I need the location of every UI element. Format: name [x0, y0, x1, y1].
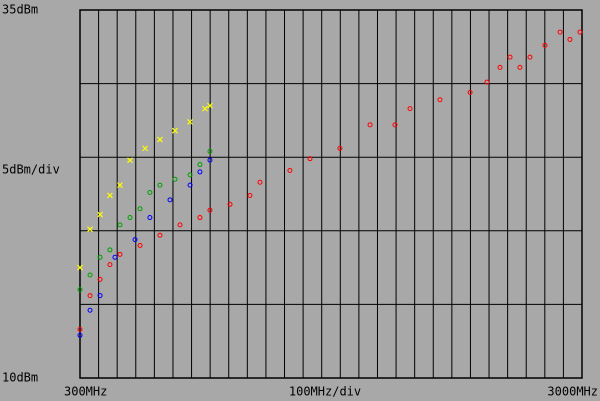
point	[97, 254, 103, 260]
point	[187, 172, 193, 178]
point	[77, 326, 83, 332]
point	[567, 36, 573, 42]
point	[112, 254, 118, 260]
point	[197, 215, 203, 221]
point	[77, 287, 83, 293]
point	[467, 89, 473, 95]
point	[197, 162, 203, 168]
point	[227, 201, 233, 207]
point	[207, 102, 213, 109]
point	[87, 272, 93, 278]
point	[157, 232, 163, 238]
point	[87, 226, 93, 233]
point	[157, 136, 163, 143]
point	[517, 64, 523, 70]
point	[177, 222, 183, 228]
point	[407, 106, 413, 112]
point	[117, 251, 123, 257]
x-tick-label: 300MHz	[64, 385, 107, 399]
point	[107, 192, 113, 199]
point	[87, 307, 93, 313]
y-tick-label: 10dBm	[2, 371, 38, 385]
plot-border	[79, 9, 583, 379]
point	[507, 54, 513, 60]
point	[77, 264, 83, 271]
point	[207, 207, 213, 213]
point	[187, 182, 193, 188]
point	[367, 122, 373, 128]
y-division-label: 5dBm/div	[2, 163, 60, 177]
point	[337, 145, 343, 151]
point	[137, 206, 143, 212]
point	[202, 105, 208, 112]
point	[207, 148, 213, 154]
point	[497, 64, 503, 70]
point	[172, 127, 178, 134]
y-tick-label: 35dBm	[2, 3, 38, 17]
point	[577, 29, 583, 35]
point	[257, 179, 263, 185]
point	[147, 215, 153, 221]
point	[97, 293, 103, 299]
point	[97, 276, 103, 282]
x-tick-label: 3000MHz	[547, 385, 598, 399]
point	[527, 54, 533, 60]
point	[97, 211, 104, 218]
point	[107, 262, 113, 268]
point	[247, 192, 253, 198]
point	[484, 79, 490, 85]
point	[127, 157, 133, 164]
point	[207, 157, 213, 163]
point	[437, 97, 443, 103]
point	[132, 237, 138, 243]
point	[557, 29, 563, 35]
point	[307, 156, 313, 162]
point	[137, 243, 143, 249]
point	[117, 182, 123, 189]
point	[157, 182, 163, 188]
point	[287, 167, 293, 173]
point	[392, 122, 398, 128]
point	[87, 293, 93, 299]
point	[142, 145, 148, 152]
point	[542, 42, 548, 48]
point	[77, 332, 83, 338]
point	[187, 118, 193, 125]
point	[127, 215, 133, 221]
point	[107, 247, 113, 253]
point	[147, 190, 153, 196]
point	[117, 222, 123, 228]
point	[167, 197, 173, 203]
x-division-label: 100MHz/div	[289, 385, 361, 399]
point	[172, 176, 178, 182]
point	[197, 169, 203, 175]
